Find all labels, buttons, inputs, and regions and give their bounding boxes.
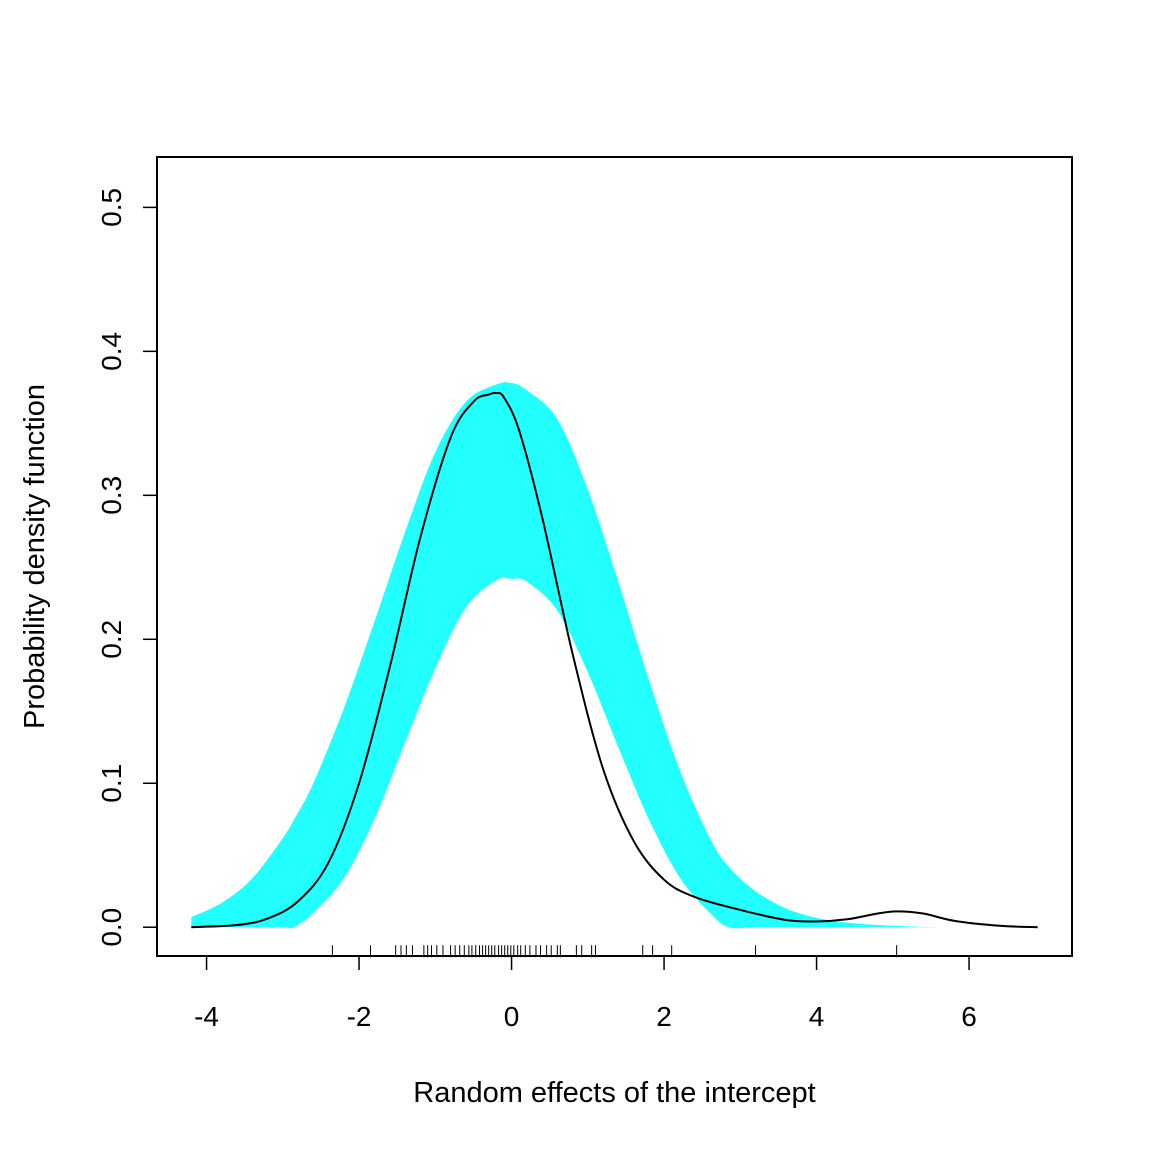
x-tick-label: 6 [961, 1001, 977, 1032]
y-tick-label: 0.5 [96, 188, 127, 227]
y-tick-label: 0.3 [96, 476, 127, 515]
confidence-band [191, 382, 939, 929]
density-line-layer [191, 391, 1038, 929]
x-tick-label: 4 [809, 1001, 825, 1032]
density-line-0 [191, 391, 1038, 929]
y-axis: 0.0 0.1 0.2 0.3 0.4 0.5 [96, 188, 158, 947]
y-tick-label: 0.1 [96, 764, 127, 803]
x-tick-label: -4 [194, 1001, 219, 1032]
y-tick-label: 0.0 [96, 908, 127, 947]
x-tick-label: 0 [504, 1001, 520, 1032]
density-band-layer [191, 382, 939, 929]
x-axis-title: Random effects of the intercept [413, 1077, 815, 1109]
x-tick-label: 2 [656, 1001, 672, 1032]
y-tick-label: 0.2 [96, 620, 127, 659]
y-axis-title: Probability density function [19, 384, 51, 729]
x-tick-label: -2 [347, 1001, 372, 1032]
x-axis: -4 -2 0 2 4 6 [194, 955, 977, 1032]
y-tick-label: 0.4 [96, 332, 127, 371]
